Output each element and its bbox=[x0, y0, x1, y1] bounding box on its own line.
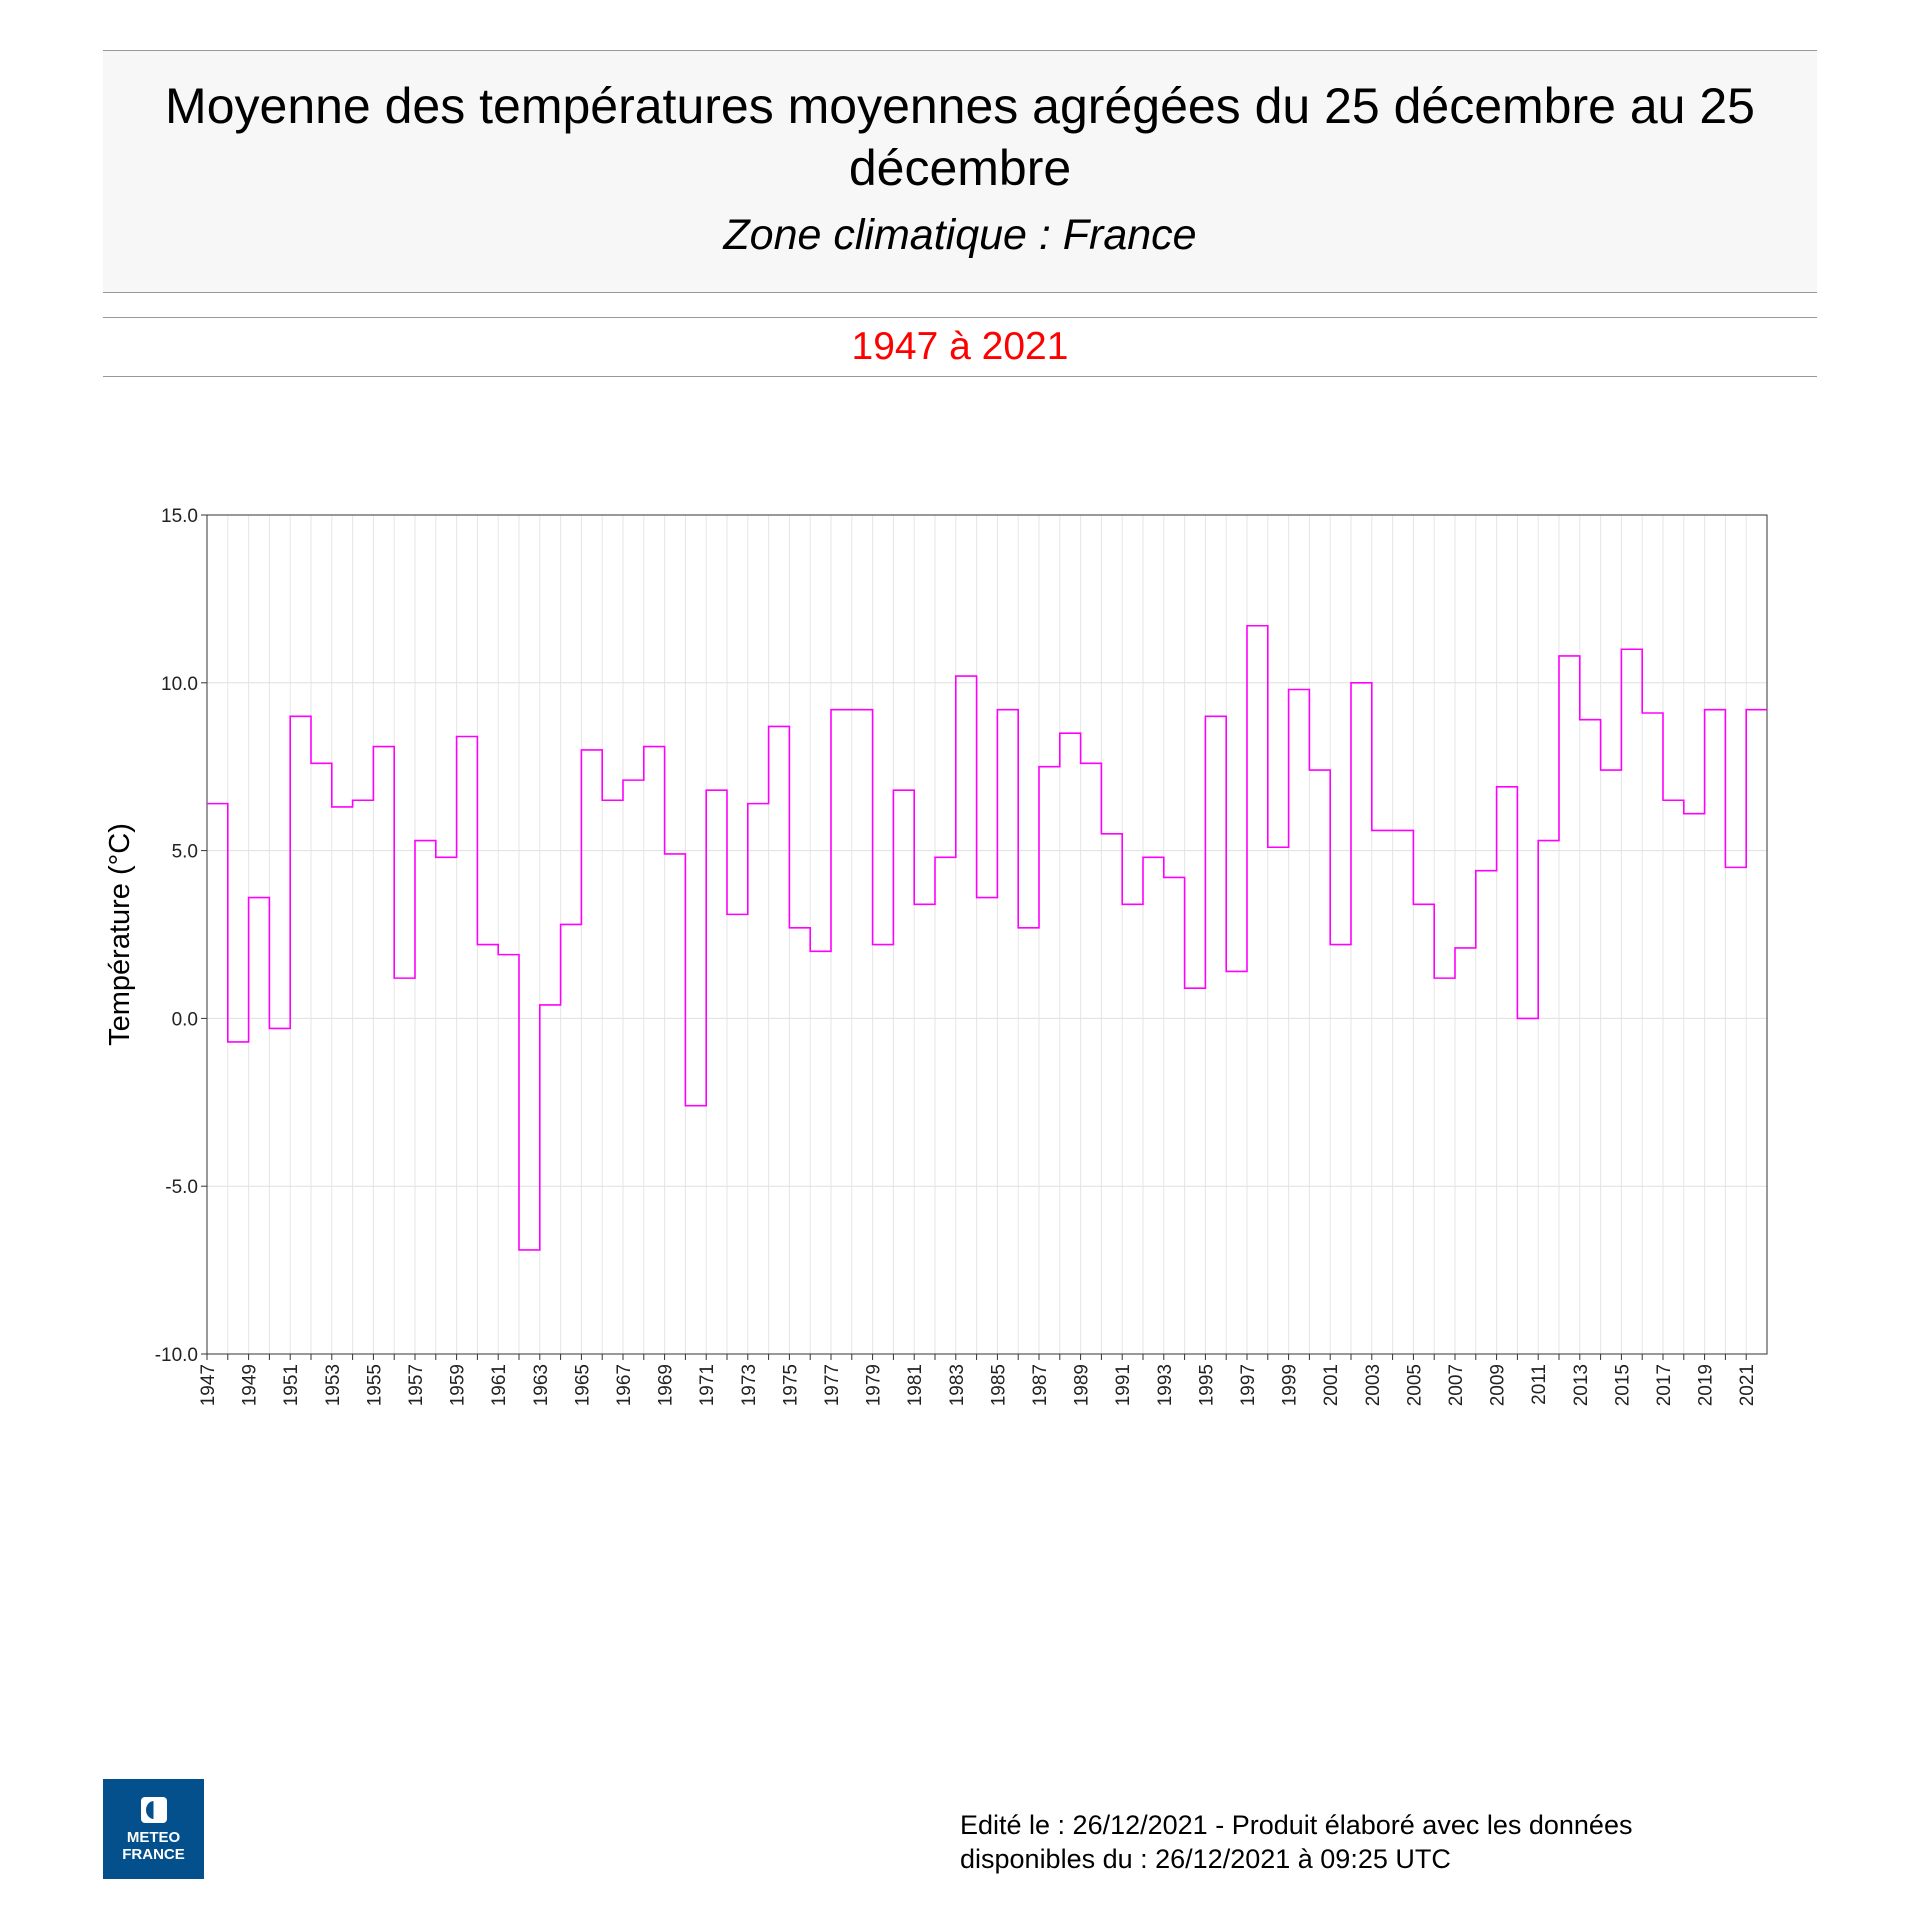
x-tick-label: 1985 bbox=[988, 1364, 1009, 1406]
x-tick-label: 2009 bbox=[1488, 1364, 1509, 1406]
x-tick-label: 1981 bbox=[905, 1364, 926, 1406]
x-tick-label: 1947 bbox=[198, 1364, 219, 1406]
x-tick-label: 2015 bbox=[1612, 1364, 1633, 1406]
logo-icon bbox=[140, 1797, 167, 1823]
period-label: 1947 à 2021 bbox=[103, 317, 1817, 377]
x-tick-label: 1967 bbox=[614, 1364, 635, 1406]
y-axis-label: Température (°C) bbox=[104, 823, 136, 1046]
x-tick-label: 1973 bbox=[739, 1364, 760, 1406]
y-tick-label: 15.0 bbox=[161, 506, 198, 527]
x-tick-label: 1991 bbox=[1113, 1364, 1134, 1406]
x-tick-label: 1951 bbox=[281, 1364, 302, 1406]
temperature-chart: -10.0 -5.0 0.0 5.0 10.0 15.0 1947 1949 1951 1953 1… bbox=[104, 506, 1768, 1406]
x-tick-label: 1993 bbox=[1155, 1364, 1176, 1406]
y-tick-label: 10.0 bbox=[161, 674, 198, 695]
x-tick-label: 1977 bbox=[822, 1364, 843, 1406]
x-tick-label: 2011 bbox=[1529, 1364, 1550, 1405]
x-tick-label: 1983 bbox=[947, 1364, 968, 1406]
chart-title: Moyenne des températures moyennes agrégé… bbox=[165, 78, 1755, 196]
x-tick-label: 1969 bbox=[656, 1364, 677, 1406]
x-tick-label: 2003 bbox=[1363, 1364, 1384, 1406]
y-tick-label: -5.0 bbox=[165, 1177, 198, 1198]
x-tick-label: 2019 bbox=[1696, 1364, 1717, 1406]
x-tick-label: 1979 bbox=[864, 1364, 885, 1406]
x-tick-label: 2007 bbox=[1446, 1364, 1467, 1406]
plot-frame bbox=[206, 514, 1768, 1355]
chart-subtitle: Zone climatique : France bbox=[723, 211, 1197, 259]
x-tick-label: 1989 bbox=[1072, 1364, 1093, 1406]
footer-line-1: Edité le : 26/12/2021 - Produit élaboré … bbox=[960, 1810, 1633, 1840]
x-tick-label: 2017 bbox=[1654, 1364, 1675, 1406]
x-tick-label: 1963 bbox=[531, 1364, 552, 1406]
x-tick-label: 1961 bbox=[489, 1364, 510, 1406]
x-tick-label: 1957 bbox=[406, 1364, 427, 1406]
x-tick-label: 1995 bbox=[1196, 1364, 1217, 1406]
meteo-france-logo: METEO FRANCE bbox=[103, 1779, 204, 1879]
x-tick-label: 2013 bbox=[1571, 1364, 1592, 1406]
x-tick-label: 1953 bbox=[323, 1364, 344, 1406]
x-tick-label: 1971 bbox=[697, 1364, 718, 1406]
footer-line-2: disponibles du : 26/12/2021 à 09:25 UTC bbox=[960, 1844, 1451, 1874]
x-tick-label: 1987 bbox=[1030, 1364, 1051, 1406]
x-tick-label: 1955 bbox=[364, 1364, 385, 1406]
x-tick-label: 2001 bbox=[1321, 1364, 1342, 1406]
y-tick-label: 0.0 bbox=[172, 1009, 198, 1030]
y-tick-label: 5.0 bbox=[172, 842, 198, 863]
temperature-step-line bbox=[207, 624, 1767, 1251]
x-tick-label: 2021 bbox=[1737, 1364, 1758, 1406]
x-tick-label: 2005 bbox=[1404, 1364, 1425, 1406]
x-tick-label: 1975 bbox=[780, 1364, 801, 1406]
x-tick-label: 1997 bbox=[1238, 1364, 1259, 1406]
footer-note: Edité le : 26/12/2021 - Produit élaboré … bbox=[960, 1808, 1632, 1876]
x-tick-label: 1949 bbox=[240, 1364, 261, 1406]
x-tick-label: 1959 bbox=[448, 1364, 469, 1406]
title-box: Moyenne des températures moyennes agrégé… bbox=[103, 50, 1817, 293]
x-tick-label: 1999 bbox=[1280, 1364, 1301, 1406]
y-tick-label: -10.0 bbox=[155, 1345, 198, 1366]
x-tick-label: 1965 bbox=[572, 1364, 593, 1406]
